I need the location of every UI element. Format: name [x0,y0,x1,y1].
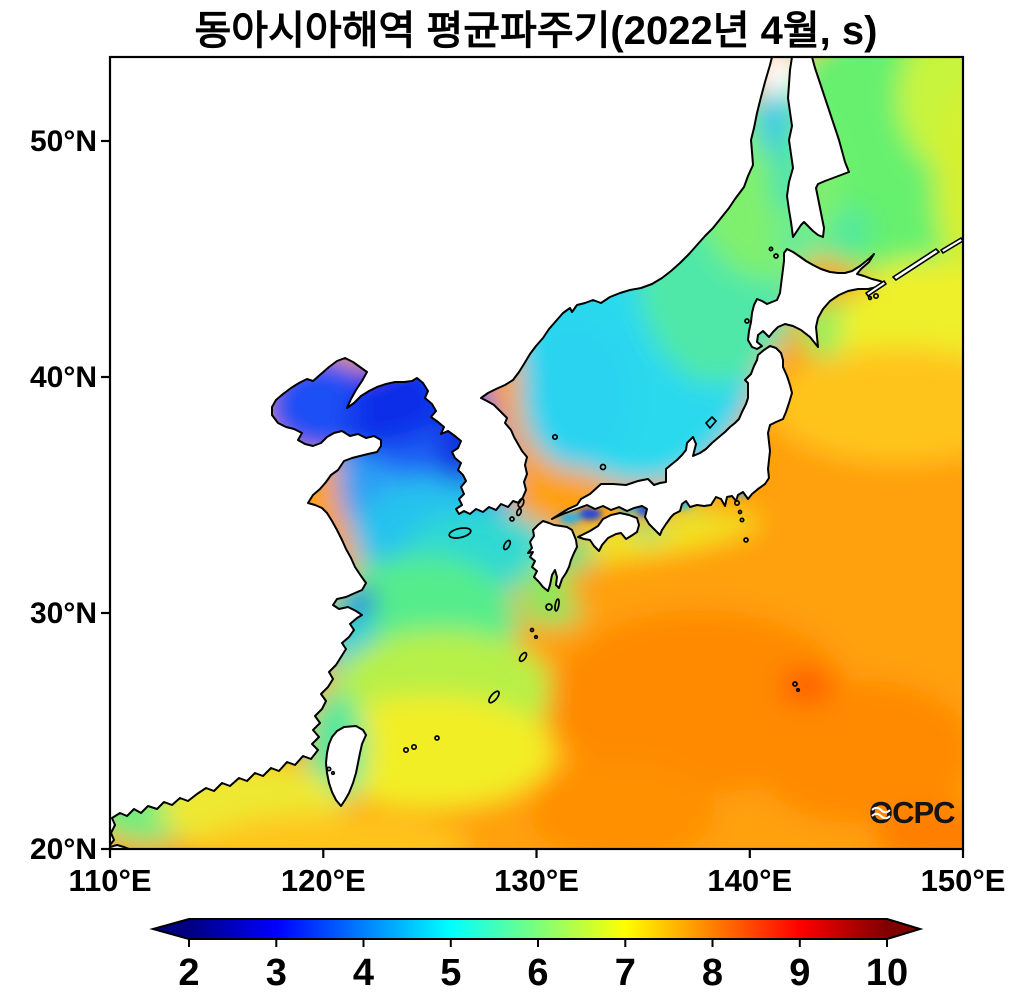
colorbar-label-4: 4 [353,952,374,994]
ogasawara-islet [795,687,801,693]
x-tick-label-120e: 120°E [281,863,366,898]
jeju-island [448,527,472,539]
colorbar: 2 3 4 5 6 7 8 9 10 [149,918,924,994]
tsushima-south [515,507,523,517]
tokara-islet-2 [533,634,539,640]
coastline-honshu [551,345,793,536]
miyako-island [434,735,440,741]
penghu-islet-1 [326,766,332,772]
ogasawara-red-spot [779,667,833,705]
coastline-kunashir [865,280,887,297]
colorbar-left-arrow [153,919,189,939]
pacific-deep-orange-2 [750,680,963,824]
hachijojima [743,537,749,543]
coastline-shikoku [577,512,640,552]
colorbar-label-9: 9 [789,952,810,994]
colorbar-label-6: 6 [527,952,548,994]
coastline-iturup [892,248,940,281]
habomai-islets [867,295,873,301]
ecs-south-yellow [310,695,554,809]
pacific-deep-orange-3 [530,760,714,849]
ishigaki-island [410,743,418,751]
x-tick-label-140e: 140°E [707,863,792,898]
iriomote-island [402,746,410,754]
penghu-islet-2 [330,770,336,776]
coastline-hokkaido [747,248,885,350]
ocpc-logo-text: OCPC [869,795,955,830]
oki-islands [599,463,607,471]
coastline-sakhalin [786,57,850,238]
small-islands-layer [326,246,880,776]
tokara-islet-1 [529,627,535,633]
goto-islands [502,539,512,551]
x-tick-label-110e: 110°E [68,863,151,898]
ogasawara-islands [792,681,798,687]
scs-bottom-orangeyellow [200,814,470,849]
ocpc-logo: OCPC [869,795,956,830]
coastline-taiwan [325,725,367,807]
land-layer [110,57,963,849]
amami-oshima [518,651,528,663]
ocpc-logo-wave-top [871,806,891,814]
x-tick-label-150e: 150°E [921,863,1006,898]
ulleungdo [551,433,559,441]
iki-island [509,516,515,522]
osumi-green [522,599,582,625]
tsushima-north [517,497,525,509]
colorbar-right-arrow [887,919,920,939]
sado-island [705,416,717,429]
colorbar-label-3: 3 [266,952,287,994]
suo-nada-spot [559,512,581,524]
sanriku-orange-yellow [770,347,963,463]
izu-oshima [733,499,741,507]
ocpc-logo-wave-bottom [871,812,891,820]
colorbar-label-8: 8 [702,952,723,994]
right-edge-yellowgreen [935,84,963,286]
colorbar-label-5: 5 [440,952,461,994]
chart-title: 동아시아해역 평균파주기(2022년 4월, s) [195,9,878,53]
sea-of-japan-west [520,320,630,470]
colorbar-ticks [188,939,888,947]
okinawa-island [488,690,500,704]
iyo-nada-spot [578,508,602,520]
shikotan-island [872,292,880,300]
y-tick-label-20n: 20°N [30,833,97,866]
colorbar-label-7: 7 [615,952,636,994]
rishiri-island [773,253,779,259]
y-tick-label-50n: 50°N [30,125,97,158]
okushiri-island [744,318,750,324]
coastline-china-korea-russia [110,57,773,846]
x-tick-label-130e: 130°E [494,863,579,898]
tanegashima [554,598,560,612]
miyakejima [739,517,745,523]
colorbar-gradient-bar [189,919,887,939]
la-perouse-teal [775,231,819,253]
coastline-urup [940,237,963,254]
y-tick-label-30n: 30°N [30,597,97,630]
axis-ticks [101,139,965,858]
coastline-kyushu [527,520,578,592]
niijima [737,509,743,515]
colorbar-label-10: 10 [866,952,908,994]
br-corner-deep-orange [874,804,963,849]
yakushima [545,603,553,611]
kuroshio-yellow-band [539,513,761,563]
y-tick-label-40n: 40°N [30,361,97,394]
colorbar-label-2: 2 [178,952,199,994]
rebun-island [768,246,774,252]
